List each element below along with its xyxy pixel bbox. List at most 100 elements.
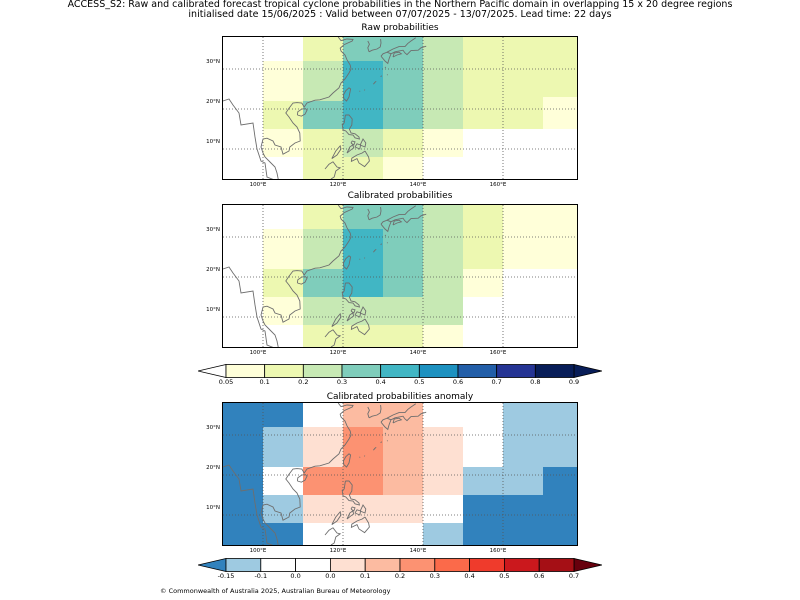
- coastline: [223, 98, 274, 179]
- coastline: [392, 51, 403, 58]
- coastline: [296, 474, 308, 483]
- colorbar-segment: [380, 364, 420, 378]
- coastline: [384, 234, 387, 237]
- probability-cell: [263, 467, 303, 495]
- probability-cell: [503, 205, 577, 269]
- coastline: [331, 144, 342, 159]
- probability-colorbar: [197, 363, 603, 379]
- coastline: [324, 527, 342, 545]
- colorbar-segment: [457, 364, 498, 378]
- coastline: [367, 40, 370, 52]
- colorbar-segment: [534, 364, 575, 378]
- probability-cell: [543, 97, 577, 129]
- anomaly-colorbar: [197, 557, 603, 573]
- probability-cell: [423, 297, 463, 325]
- colorbar-tick-label: 0.5: [499, 572, 510, 580]
- probability-cell: [303, 61, 343, 101]
- probability-cell: [383, 37, 423, 129]
- probability-cell: [303, 269, 343, 297]
- probability-cell: [423, 523, 463, 545]
- probability-cell: [503, 403, 577, 467]
- lon-label: 120°E: [329, 350, 347, 356]
- probability-cell: [263, 101, 303, 129]
- probability-cell: [383, 297, 423, 325]
- probability-cell: [423, 325, 463, 347]
- coastline: [342, 87, 352, 102]
- coastline: [331, 510, 342, 525]
- coastline: [373, 249, 377, 253]
- coastline: [324, 329, 342, 347]
- colorbar-segment: [469, 558, 505, 572]
- coastline: [380, 75, 383, 77]
- colorbar-tick-label: 0.8: [530, 378, 541, 386]
- probability-cell: [263, 229, 303, 269]
- coastline: [260, 403, 354, 545]
- coastline: [380, 441, 383, 443]
- probability-cell: [503, 269, 577, 297]
- colorbar-tick-label: 0.6: [452, 378, 464, 386]
- coastline: [380, 219, 392, 233]
- coastline: [380, 51, 392, 65]
- probability-cell: [263, 269, 303, 297]
- colorbar-under-extension: [197, 363, 227, 379]
- lon-label: 160°E: [489, 182, 507, 188]
- probability-cell: [543, 37, 577, 97]
- probability-cell: [303, 229, 343, 269]
- probability-cell: [303, 495, 343, 523]
- colorbar-tick-label: 0.2: [394, 572, 406, 580]
- coastline: [341, 114, 360, 140]
- probability-cell: [383, 403, 423, 495]
- probability-cell: [263, 297, 303, 325]
- colorbar-segment: [225, 558, 262, 572]
- probability-cell: [263, 157, 303, 179]
- probability-cell: [423, 205, 463, 297]
- anomaly-colorbar-svg: [197, 557, 603, 573]
- probability-cell: [263, 427, 303, 467]
- colorbar-over-extension: [573, 557, 603, 573]
- colorbar-segment: [225, 364, 266, 378]
- probability-cell: [423, 129, 463, 157]
- coastline: [384, 66, 387, 69]
- colorbar-segment: [302, 364, 343, 378]
- coastline: [380, 243, 383, 245]
- probability-cell: [303, 467, 343, 495]
- probability-colorbar-svg: [197, 363, 603, 379]
- probability-cell: [383, 129, 423, 157]
- coastline: [350, 516, 370, 534]
- coastline: [392, 417, 403, 424]
- lon-label: 140°E: [409, 548, 427, 554]
- raw-panel-title: Raw probabilities: [361, 23, 439, 33]
- copyright-notice: © Commonwealth of Australia 2025, Austra…: [160, 587, 391, 595]
- calibrated-probability-map: [222, 204, 578, 348]
- anomaly-map-svg: [223, 403, 577, 545]
- colorbar-tick-label: 0.2: [298, 378, 309, 386]
- probability-cell: [383, 205, 423, 297]
- coastline: [350, 308, 356, 314]
- colorbar-segment: [364, 558, 401, 572]
- probability-cell: [463, 495, 577, 545]
- lon-label: 120°E: [329, 182, 347, 188]
- coastline: [223, 464, 274, 545]
- colorbar-tick-label: 0.0: [325, 572, 336, 580]
- coastline: [384, 432, 387, 435]
- coastline: [342, 255, 352, 270]
- lon-label: 160°E: [489, 350, 507, 356]
- colorbar-tick-label: -0.15: [217, 572, 235, 580]
- coastline: [368, 206, 382, 221]
- coastline: [392, 219, 403, 226]
- colorbar-over-extension: [573, 363, 603, 379]
- lat-label: 30°N: [206, 425, 220, 431]
- probability-cell: [463, 129, 577, 179]
- probability-cell: [423, 495, 463, 523]
- anomaly-map: [222, 402, 578, 546]
- probability-cell: [263, 61, 303, 101]
- probability-cell: [543, 467, 577, 495]
- colorbar-segment: [434, 558, 471, 572]
- probability-cell: [383, 157, 423, 179]
- calibrated-map-svg: [223, 205, 577, 347]
- colorbar-under-extension: [197, 557, 227, 573]
- probability-cell: [303, 205, 343, 229]
- coastline: [260, 205, 354, 347]
- lat-label: 20°N: [206, 267, 220, 273]
- coastline: [346, 510, 355, 520]
